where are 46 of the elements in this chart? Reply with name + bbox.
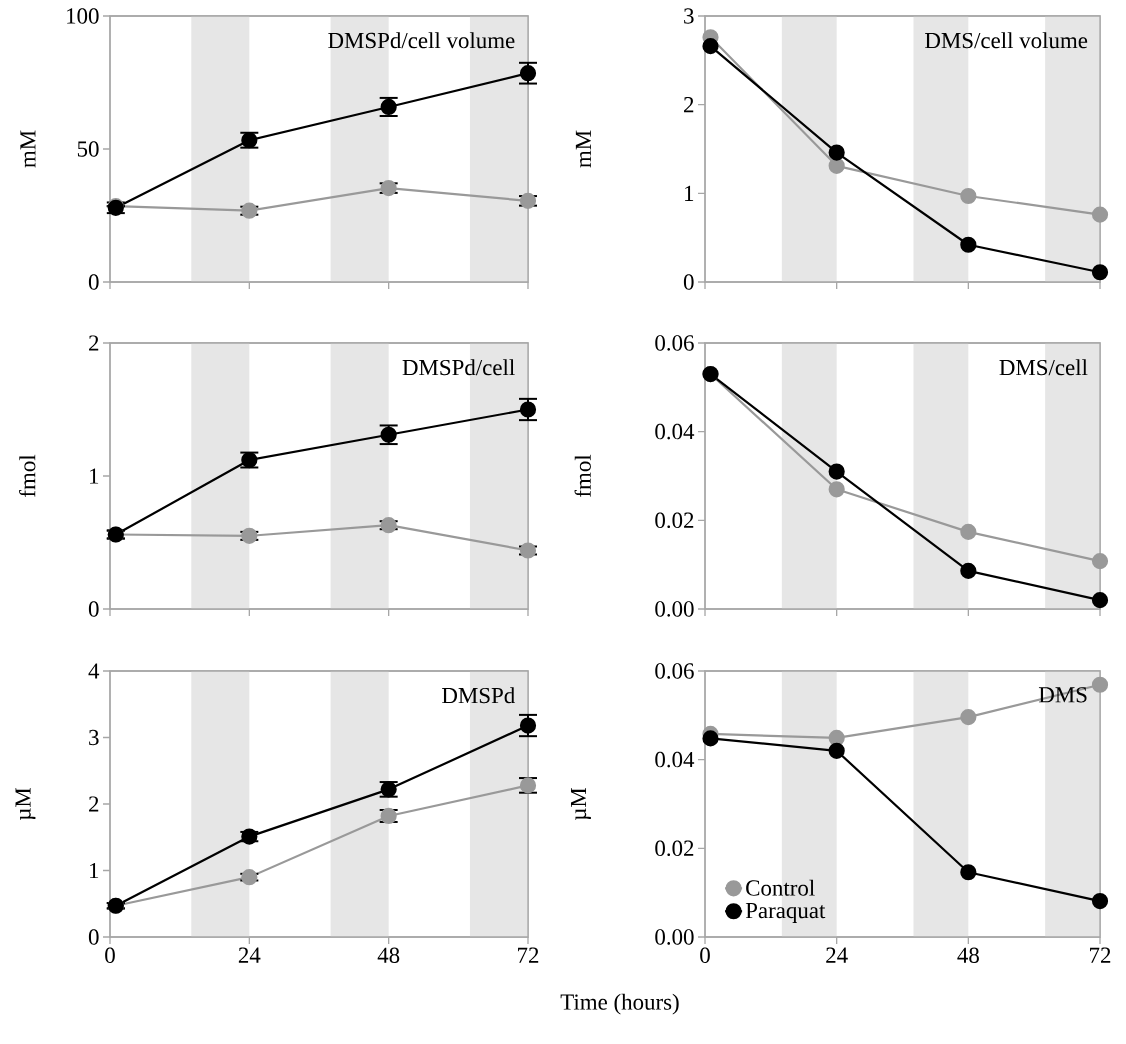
y-axis-title: fmol: [19, 454, 36, 497]
y-tick-label: 2: [89, 796, 99, 812]
legend-label: Paraquat: [745, 903, 826, 923]
x-tick-label: 24: [826, 947, 848, 963]
x-tick-label: 0: [700, 947, 710, 963]
y-tick-label: 0.04: [655, 423, 695, 440]
y-axis-title: mM: [20, 130, 36, 168]
y-tick-label: 4: [88, 663, 100, 679]
text: DMS: [1038, 687, 1087, 703]
y-tick-label: 2: [684, 97, 694, 113]
y-tick-label: 1: [90, 862, 99, 879]
y-tick-label: 3: [89, 729, 99, 746]
y-tick-label: 0.00: [655, 929, 694, 945]
y-tick-label: 50: [77, 141, 99, 157]
y-axis-title: fmol: [574, 454, 591, 497]
y-tick-label: 0: [88, 274, 99, 290]
y-tick-label: 0.04: [655, 751, 695, 768]
x-tick-label: 24: [238, 947, 261, 963]
x-tick-label: 48: [377, 947, 400, 963]
legend-label: Control: [746, 879, 815, 896]
y-tick-label: 0.02: [655, 512, 694, 529]
x-tick-label: 72: [518, 947, 539, 963]
x-tick-label: 72: [1090, 947, 1111, 963]
y-tick-label: 100: [67, 8, 99, 24]
y-tick-label: 3: [684, 8, 694, 24]
y-tick-label: 0: [683, 274, 694, 290]
y-tick-label: 0.00: [655, 601, 694, 617]
y-tick-label: 1: [685, 185, 694, 201]
text: DMS/cell: [999, 359, 1088, 376]
y-tick-label: 0.02: [655, 840, 694, 857]
y-axis-title: µM: [570, 787, 591, 821]
x-tick-label: 48: [957, 947, 979, 963]
y-tick-label: 1: [90, 468, 99, 484]
y-tick-label: 0: [88, 929, 99, 945]
y-axis-title: µM: [15, 787, 36, 821]
y-tick-label: 0.06: [655, 335, 694, 351]
text: DMS/cell volume: [925, 32, 1088, 49]
text: DMSPd: [442, 687, 515, 704]
text: DMSPd/cell: [402, 359, 515, 376]
x-axis-title: Time (hours): [560, 993, 679, 1015]
y-tick-label: 0: [88, 601, 99, 617]
y-tick-label: 0.06: [655, 663, 694, 679]
text: DMSPd/cell volume: [328, 32, 515, 49]
y-tick-label: 2: [89, 335, 99, 351]
y-axis-title: mM: [575, 130, 591, 168]
x-tick-label: 0: [105, 947, 115, 963]
